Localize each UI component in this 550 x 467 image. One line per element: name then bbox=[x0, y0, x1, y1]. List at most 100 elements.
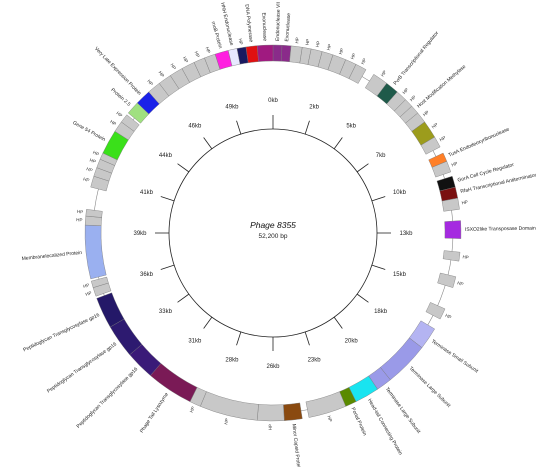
gene-block bbox=[245, 45, 259, 64]
gene-block bbox=[85, 209, 103, 218]
hp-label: HP bbox=[205, 46, 212, 54]
tick-mark bbox=[236, 331, 242, 346]
hp-label: HP bbox=[189, 406, 196, 414]
gene-block bbox=[305, 391, 346, 418]
tick-label: 5kb bbox=[346, 123, 356, 129]
hp-label: HP bbox=[431, 122, 439, 130]
gene-block bbox=[96, 292, 125, 328]
tick-label: 18kb bbox=[374, 309, 388, 315]
tick-label: 23kb bbox=[308, 357, 322, 363]
hp-label: HP bbox=[158, 70, 166, 78]
tick-mark bbox=[356, 163, 369, 173]
tick-label: 15kb bbox=[393, 272, 407, 278]
tick-label: 28kb bbox=[225, 357, 239, 363]
gene-layer bbox=[84, 44, 462, 422]
gene-label: Peptidoglycan Transglycosylase gp16 bbox=[22, 312, 100, 353]
hp-label: HP bbox=[82, 282, 89, 289]
tick-label: 31kb bbox=[188, 339, 202, 345]
gene-label: Portal Protein bbox=[350, 407, 368, 437]
hp-label: HP bbox=[169, 63, 177, 71]
tick-label: 44kb bbox=[159, 153, 173, 159]
hp-label: HP bbox=[268, 424, 273, 430]
gene-block bbox=[348, 64, 367, 84]
gene-label: Gene 54 Protein bbox=[72, 120, 107, 143]
tick-label: 33kb bbox=[159, 309, 173, 315]
tick-mark bbox=[160, 196, 175, 202]
gene-label: Endonuclease VII bbox=[275, 2, 282, 41]
tick-mark bbox=[203, 137, 213, 150]
gene-block bbox=[283, 402, 303, 421]
hp-label: HP bbox=[83, 176, 90, 183]
tick-mark bbox=[356, 293, 369, 303]
tick-label: 2kb bbox=[309, 105, 319, 111]
hp-label: HP bbox=[315, 40, 321, 47]
gene-block bbox=[256, 404, 285, 422]
gene-block bbox=[121, 114, 140, 132]
hp-label: HP bbox=[92, 150, 100, 157]
gene-label: Membranelocalized Protein bbox=[21, 250, 82, 262]
hp-label: HP bbox=[350, 52, 357, 60]
hp-label: HP bbox=[360, 57, 367, 65]
hp-label: HP bbox=[86, 166, 94, 173]
gene-block bbox=[431, 161, 452, 178]
gene-label: DNA Polymerase bbox=[243, 4, 253, 43]
tick-label: 26kb bbox=[266, 364, 280, 370]
gene-label: Host Modification Methylase bbox=[416, 64, 467, 110]
tick-mark bbox=[160, 264, 175, 270]
hp-label: HP bbox=[439, 135, 447, 142]
gene-block bbox=[150, 363, 198, 402]
hp-label: HP bbox=[182, 56, 189, 64]
hp-label: HP bbox=[380, 69, 388, 77]
hp-label: HP bbox=[326, 415, 333, 422]
hp-label: HP bbox=[85, 290, 93, 297]
gene-label: ISXO2like Transposase Domain bbox=[465, 226, 536, 233]
hp-label: HP bbox=[223, 418, 229, 425]
tick-label: 46kb bbox=[188, 123, 202, 129]
gene-block bbox=[200, 391, 259, 421]
hp-label: HP bbox=[76, 217, 83, 222]
gene-label: Exonuclease bbox=[284, 13, 292, 42]
gene-label: Peptidoglycan Transglycosylase gp16 bbox=[46, 341, 118, 394]
tick-label: 49kb bbox=[225, 105, 239, 111]
gene-label: PvrB Transcriptional Regulator bbox=[393, 30, 441, 87]
hp-label: HP bbox=[326, 43, 333, 50]
map-title: Phage 8355 bbox=[250, 220, 296, 230]
hp-label: HP bbox=[409, 94, 417, 102]
gene-label: Protein 2.5 bbox=[109, 87, 131, 108]
tick-mark bbox=[236, 120, 242, 135]
hp-label: HP bbox=[338, 47, 345, 55]
gene-block bbox=[425, 302, 446, 320]
hp-label: HP bbox=[305, 38, 311, 45]
hp-label: HP bbox=[115, 110, 123, 118]
gene-label: rnoB Protein bbox=[210, 21, 223, 50]
gene-block bbox=[437, 272, 457, 288]
tick-mark bbox=[304, 120, 310, 135]
tick-label: 36kb bbox=[140, 272, 154, 278]
hp-label: HP bbox=[194, 50, 201, 58]
hp-label: HP bbox=[462, 254, 469, 260]
gene-label: TusA Endodeoxyribonuclease bbox=[448, 126, 511, 158]
hp-label: HP bbox=[422, 110, 430, 118]
hp-label: HP bbox=[457, 280, 464, 286]
gene-label: Phage Tail Lysozyme bbox=[139, 392, 170, 435]
gene-label: Peptidoglycan Transglycosylase gp16 bbox=[76, 366, 140, 429]
hp-label: HP bbox=[146, 79, 154, 87]
hp-label: HP bbox=[89, 157, 97, 164]
gene-block bbox=[442, 250, 461, 262]
gene-label: Minor Capsid Protein bbox=[290, 424, 301, 467]
hp-label: HP bbox=[444, 313, 452, 320]
gene-block bbox=[91, 276, 109, 288]
gene-block bbox=[444, 220, 462, 239]
hp-label: HP bbox=[401, 87, 409, 95]
gene-label: Terminase Small Subunit bbox=[430, 339, 480, 375]
tick-mark bbox=[177, 163, 190, 173]
hp-label: HP bbox=[77, 209, 84, 215]
tick-label: 0kb bbox=[268, 98, 278, 104]
tick-label: 13kb bbox=[399, 231, 413, 237]
gene-block bbox=[84, 224, 107, 280]
tick-mark bbox=[371, 264, 386, 270]
hp-label: HP bbox=[294, 37, 300, 44]
tick-label: 10kb bbox=[393, 190, 407, 196]
tick-mark bbox=[333, 316, 343, 329]
